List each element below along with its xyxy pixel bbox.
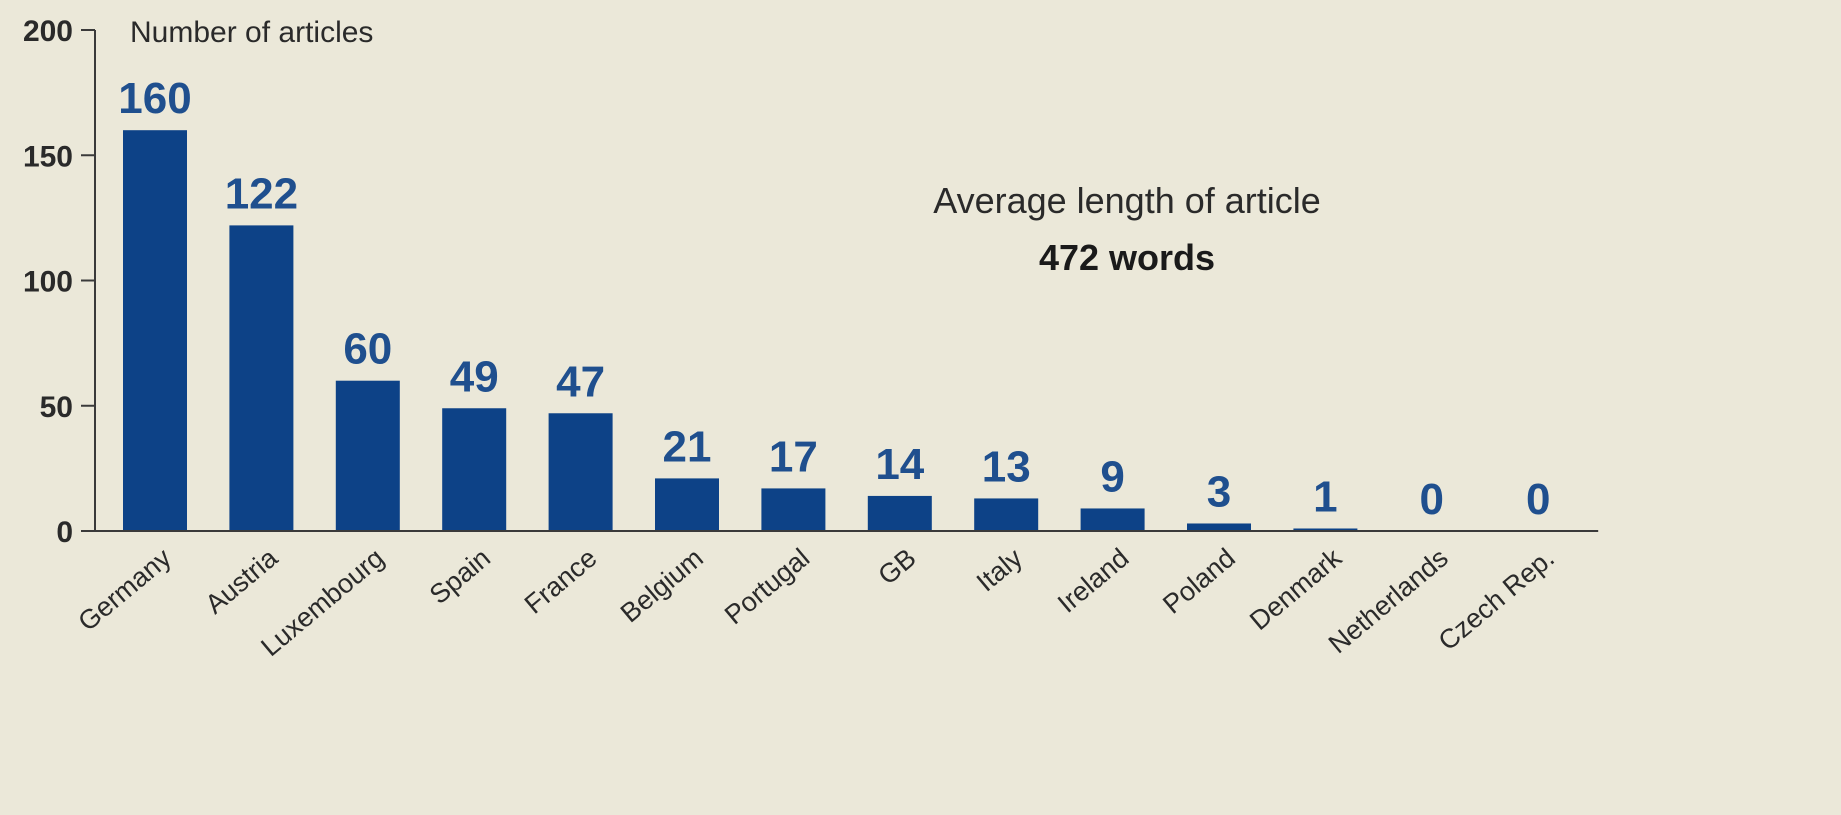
bar-luxembourg xyxy=(335,380,400,531)
annotation-title: Average length of article xyxy=(933,180,1321,221)
category-label: Denmark xyxy=(1244,542,1348,636)
value-label: 60 xyxy=(343,325,392,374)
value-label: 13 xyxy=(982,442,1031,491)
category-label: Belgium xyxy=(615,543,709,629)
value-label: 0 xyxy=(1526,475,1550,524)
y-tick-label: 50 xyxy=(40,391,73,424)
value-label: 47 xyxy=(556,357,605,406)
bar-gb xyxy=(867,495,932,531)
y-axis-label: Number of articles xyxy=(130,16,373,49)
category-label: Germany xyxy=(73,542,178,637)
bar-ireland xyxy=(1080,508,1145,531)
value-label: 160 xyxy=(118,74,191,123)
value-label: 49 xyxy=(450,352,499,401)
category-label: Austria xyxy=(200,542,284,620)
average-length-annotation: Average length of article 472 words xyxy=(933,180,1321,278)
bar-spain xyxy=(442,408,507,531)
bar-portugal xyxy=(761,488,826,531)
value-label: 21 xyxy=(663,422,712,471)
y-tick-label: 150 xyxy=(23,140,73,173)
value-label: 17 xyxy=(769,432,818,481)
category-label: France xyxy=(519,543,603,620)
value-label: 0 xyxy=(1420,475,1444,524)
bar-france xyxy=(548,413,613,531)
category-label: Poland xyxy=(1157,543,1241,620)
category-label: Spain xyxy=(424,543,496,610)
value-label: 122 xyxy=(225,169,298,218)
bar-germany xyxy=(123,130,187,531)
category-label: Italy xyxy=(971,542,1029,597)
y-axis: 0 50 100 150 200 xyxy=(23,15,96,549)
category-label: GB xyxy=(872,543,921,591)
value-labels-group: 160 122 60 49 47 21 17 14 13 9 3 1 0 0 xyxy=(118,74,1550,524)
bar-belgium xyxy=(655,478,719,531)
value-label: 14 xyxy=(875,440,924,489)
category-label: Ireland xyxy=(1052,543,1135,619)
bars-group xyxy=(123,130,1358,531)
annotation-value: 472 words xyxy=(1039,237,1215,278)
bar-austria xyxy=(229,225,294,531)
bar-poland xyxy=(1187,523,1251,531)
value-label: 9 xyxy=(1100,452,1124,501)
value-label: 3 xyxy=(1207,467,1231,516)
bar-italy xyxy=(974,498,1039,531)
value-label: 1 xyxy=(1313,472,1337,521)
bar-denmark xyxy=(1293,528,1358,531)
category-label: Portugal xyxy=(719,543,815,631)
y-tick-label: 200 xyxy=(23,15,73,48)
y-tick-label: 100 xyxy=(23,266,73,299)
y-tick-label: 0 xyxy=(56,516,73,549)
category-label: Czech Rep. xyxy=(1433,543,1560,657)
